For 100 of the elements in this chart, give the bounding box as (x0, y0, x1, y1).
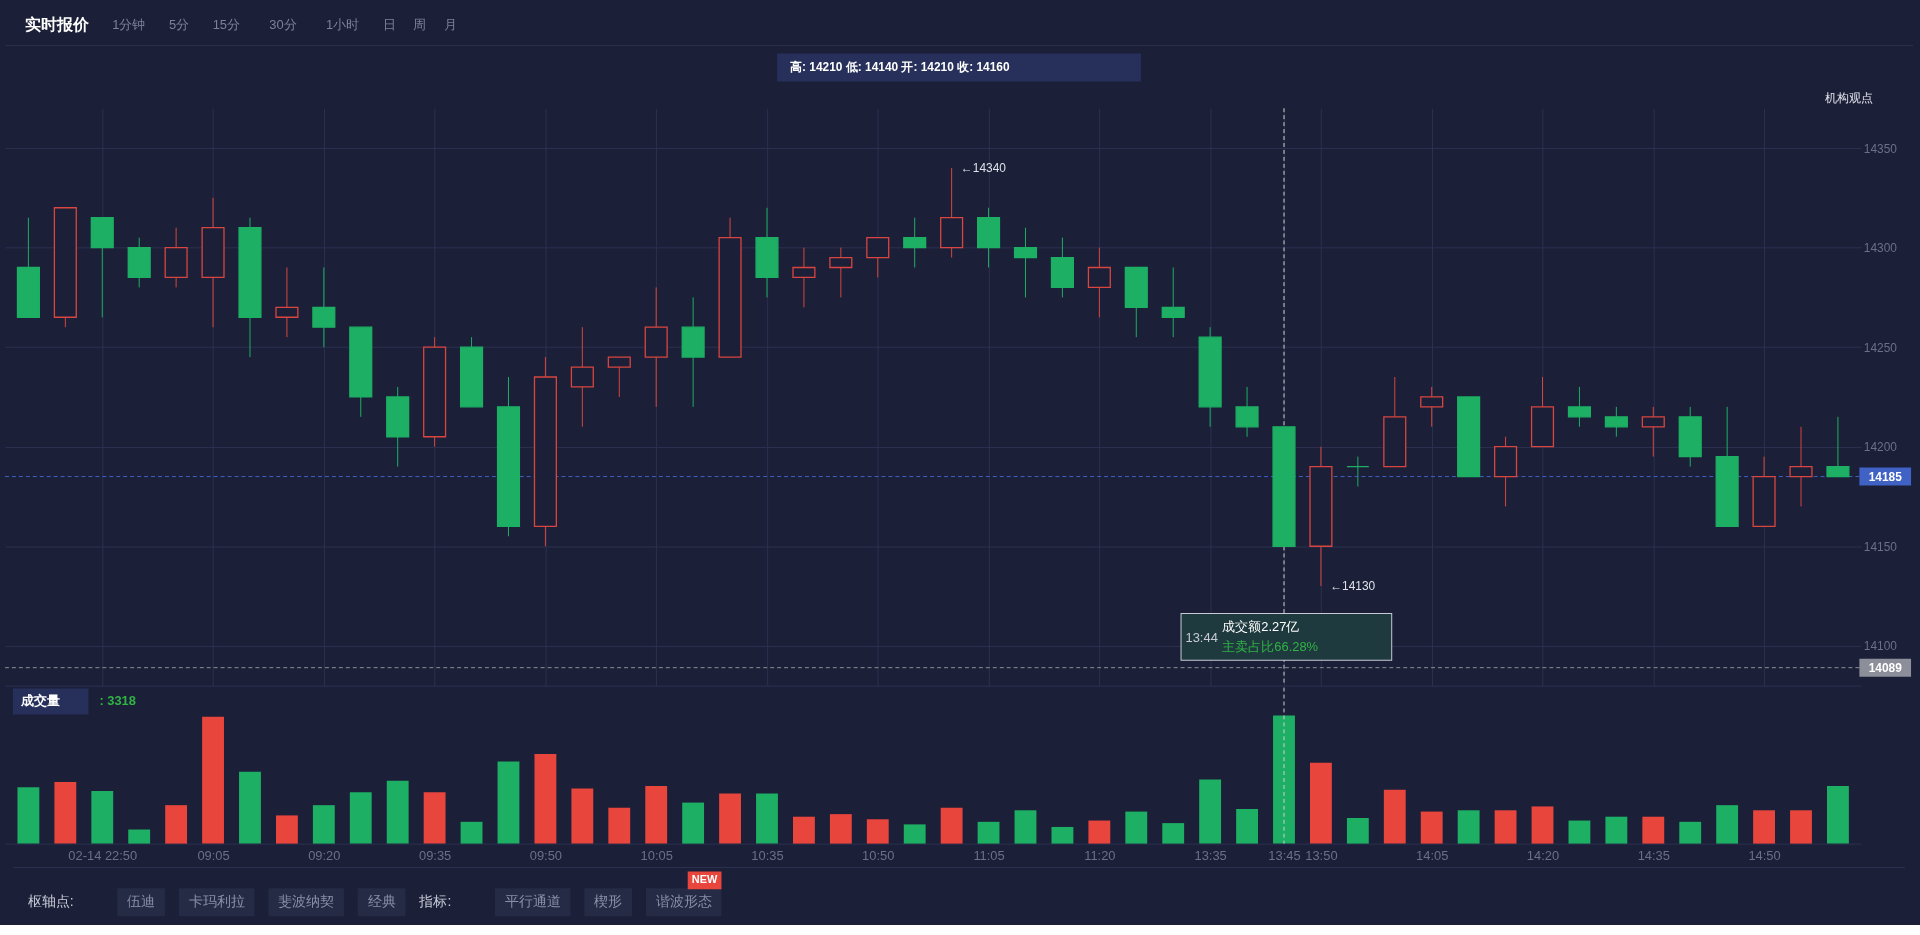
bar (275, 815, 298, 844)
bar (1716, 805, 1739, 844)
bar (1383, 789, 1406, 844)
x-tick-label: 14:50 (1748, 848, 1781, 864)
bar (1790, 810, 1812, 844)
text: 指标: (418, 893, 452, 910)
candlestick (1567, 386, 1592, 428)
bar (497, 761, 520, 844)
candlestick (1641, 406, 1665, 458)
bar (349, 792, 372, 844)
bar (202, 716, 224, 844)
candlestick (829, 247, 853, 298)
bar (866, 819, 889, 844)
text: 30分 (269, 16, 297, 32)
text: 谐波形态 (655, 893, 712, 910)
bar (1753, 810, 1776, 844)
candlestick (1604, 406, 1628, 438)
candlestick (903, 217, 927, 268)
text: NEW (691, 873, 719, 886)
bar (534, 753, 557, 844)
x-tick-label: 13:35 (1194, 848, 1227, 864)
x-tick-label: 10:50 (862, 848, 895, 864)
x-tick-label: 10:05 (640, 848, 673, 864)
bar (792, 816, 815, 844)
bar (423, 792, 446, 844)
text: 5分 (168, 16, 190, 32)
text: 1分钟 (112, 16, 146, 32)
y-tick-label: 14100 (1863, 639, 1898, 654)
ref-line-label: 14089 (1868, 660, 1903, 675)
candlestick (570, 326, 594, 428)
candlestick (1789, 426, 1813, 507)
x-tick-label: 14:20 (1526, 848, 1560, 864)
x-tick-label: 09:05 (197, 848, 230, 864)
y-tick-label: 14200 (1863, 440, 1898, 455)
x-tick-label: 09:50 (529, 848, 563, 864)
bar (386, 780, 409, 844)
bar (91, 791, 114, 844)
text: 楔形 (594, 893, 623, 910)
bar (1827, 785, 1849, 844)
bar (54, 782, 77, 844)
bar (1236, 809, 1258, 844)
x-tick-label: 11:05 (973, 848, 1005, 864)
text: 经典 (367, 893, 396, 910)
text: 周 (413, 16, 427, 32)
bar (1457, 810, 1480, 844)
text: 枢轴点: (27, 893, 74, 910)
bar (977, 821, 1000, 844)
bar (608, 807, 631, 844)
bar (1346, 817, 1369, 844)
x-tick-label: 13:45 (1268, 848, 1301, 864)
annotation: 主卖占比66.28% (1222, 638, 1319, 654)
chart-title: 实时报价 (24, 15, 90, 33)
bar (903, 824, 926, 844)
candlestick (312, 266, 336, 348)
bar (1051, 826, 1074, 844)
candlestick (1826, 416, 1850, 478)
bar (756, 793, 778, 844)
bar (829, 814, 852, 844)
text: 机构观点 (1825, 91, 1874, 106)
bar (1014, 810, 1037, 844)
text: 日 (382, 16, 396, 32)
candlestick (1161, 266, 1185, 338)
bar (460, 821, 483, 844)
text: 1小时 (325, 16, 360, 32)
x-tick-label: 14:05 (1416, 848, 1449, 864)
candlestick (275, 266, 299, 338)
candlestick (792, 247, 816, 308)
bar (1494, 810, 1517, 844)
x-tick-label: 09:35 (418, 848, 452, 864)
bar (940, 807, 963, 844)
bar (1605, 816, 1628, 844)
candlestick (607, 356, 631, 398)
text: 伍迪 (127, 893, 156, 910)
bar (571, 788, 594, 844)
bar (1679, 821, 1702, 844)
bar (1088, 820, 1111, 844)
ref-line-label: 14185 (1868, 469, 1903, 484)
bar (239, 771, 261, 844)
bar (719, 793, 741, 844)
bar (1162, 823, 1185, 844)
annotation: 成交额2.27亿 (1222, 618, 1300, 634)
x-tick-label: 13:50 (1305, 848, 1338, 864)
chart-title: 成交量 (19, 693, 60, 709)
bar (1531, 806, 1554, 844)
bar (645, 785, 668, 844)
annotation: 13:44 (1185, 629, 1218, 645)
chart-subtitle: 高: 14210 低: 14140 开: 14210 收: 14160 (790, 60, 1010, 75)
y-tick-label: 14150 (1863, 539, 1898, 554)
x-tick-label: 10:35 (751, 848, 784, 864)
x-tick-label: 02-14 22:50 (68, 848, 138, 864)
bar (1642, 816, 1665, 844)
x-tick-label: 09:20 (308, 848, 341, 864)
y-tick-label: 14350 (1863, 141, 1898, 156)
bar (1125, 811, 1148, 844)
bar (1420, 811, 1443, 844)
x-tick-label: 14:35 (1637, 848, 1670, 864)
candlestick (1087, 247, 1111, 318)
y-tick-label: 14250 (1863, 340, 1898, 355)
bar (312, 805, 335, 844)
text: 平行通道 (504, 893, 561, 910)
